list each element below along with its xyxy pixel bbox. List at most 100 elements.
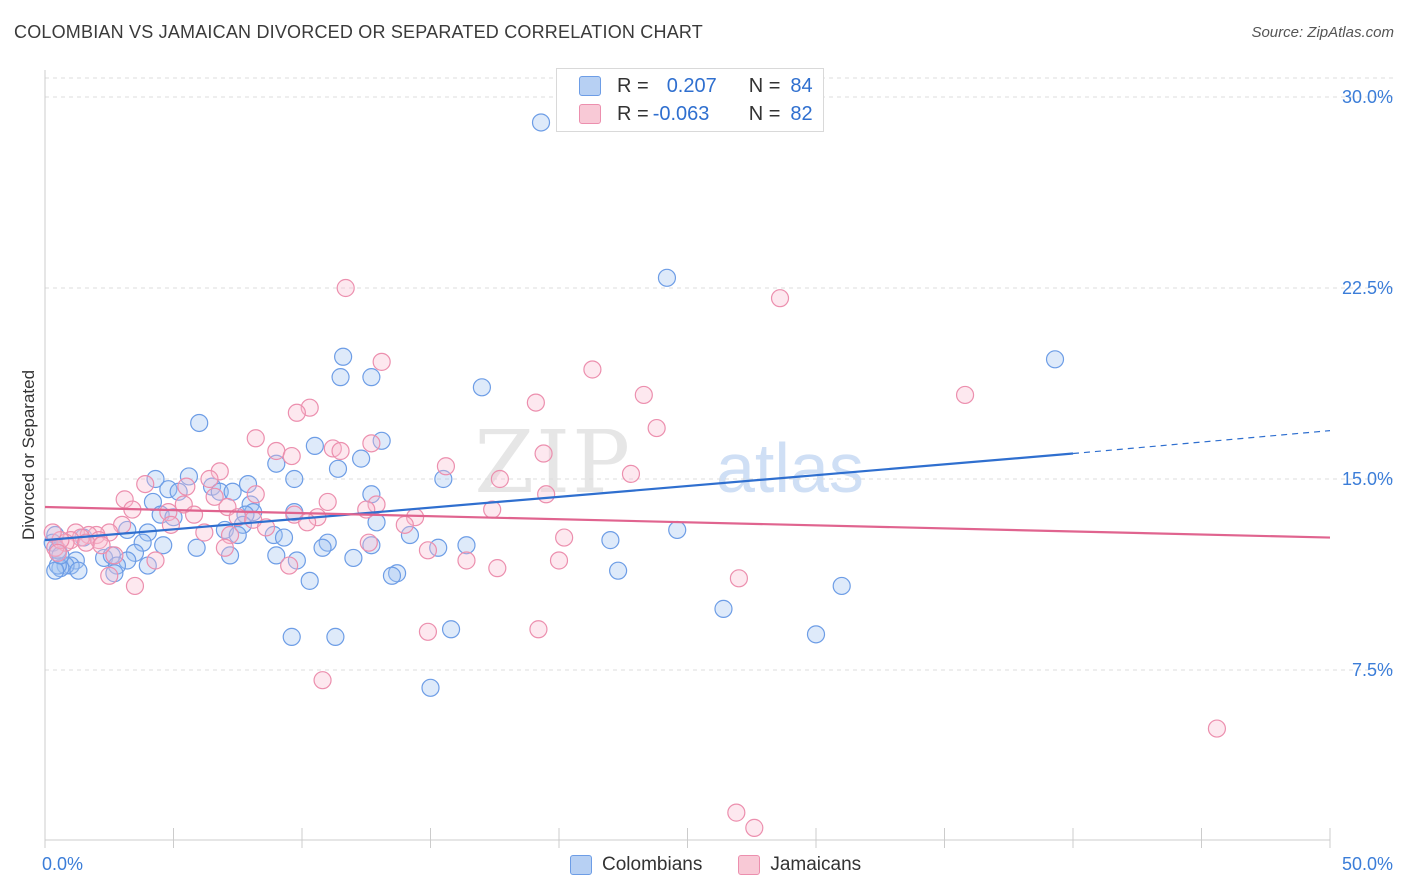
data-point (549, 551, 569, 570)
legend-item-colombians: Colombians (570, 854, 702, 876)
data-point (77, 533, 96, 552)
data-point (154, 536, 173, 555)
data-point (729, 569, 749, 588)
data-point (246, 429, 265, 448)
series-legend: Colombians Jamaicans (570, 852, 897, 878)
legend-swatch-jamaicans (738, 855, 761, 875)
n-value: 82 (790, 102, 813, 125)
data-point (215, 538, 234, 557)
data-point (246, 485, 265, 504)
data-point (457, 551, 476, 570)
data-point (531, 113, 551, 132)
r-value: 0.207 (666, 74, 717, 97)
data-point (136, 474, 155, 494)
legend-swatch-colombians (579, 76, 601, 96)
data-point (418, 622, 438, 641)
data-point (318, 533, 337, 552)
x-tick-label: 50.0% (1342, 854, 1393, 874)
data-point (187, 538, 206, 557)
data-point (51, 559, 70, 578)
y-axis-label: Divorced or Separated (19, 370, 38, 540)
data-point (490, 469, 509, 489)
legend-item-jamaicans: Jamaicans (738, 854, 861, 876)
data-point (806, 625, 826, 644)
data-point (61, 531, 80, 550)
data-point (359, 533, 378, 552)
chart-title: COLOMBIAN VS JAMAICAN DIVORCED OR SEPARA… (14, 22, 703, 42)
data-point (223, 482, 242, 501)
data-point (105, 546, 124, 565)
data-point (280, 556, 299, 575)
data-point (745, 818, 764, 837)
data-point (274, 528, 294, 547)
data-point (267, 546, 286, 565)
data-point (205, 487, 224, 506)
data-point (92, 536, 111, 555)
n-label: N = (748, 102, 781, 125)
data-point (69, 561, 88, 580)
data-point (267, 441, 286, 461)
data-point (344, 548, 363, 568)
correlation-legend: R = 0.207 N = 84 R = -0.063 N = 82 (556, 68, 824, 132)
data-point (601, 531, 620, 550)
data-point (534, 444, 553, 463)
data-point (441, 620, 461, 639)
data-point (43, 523, 62, 542)
data-point (46, 561, 65, 580)
data-point (328, 459, 348, 478)
data-point (472, 378, 491, 397)
data-point (436, 457, 456, 476)
data-point (555, 528, 574, 547)
data-point (526, 393, 545, 412)
data-point (770, 289, 790, 308)
data-point (529, 620, 548, 639)
legend-label-jamaicans: Jamaicans (770, 854, 862, 875)
data-point (287, 403, 306, 422)
data-point (418, 541, 438, 560)
data-point (146, 469, 165, 489)
data-point (190, 413, 209, 433)
trend-line-extension (1072, 430, 1331, 455)
data-point (537, 485, 556, 504)
data-point (48, 543, 67, 562)
data-point (955, 385, 975, 405)
data-point (1207, 719, 1227, 738)
data-point (331, 368, 350, 387)
y-tick-label: 22.5% (1342, 278, 1393, 298)
series-colombians (43, 113, 1065, 697)
data-point (177, 477, 196, 496)
legend-swatch-colombians (570, 855, 592, 875)
data-point (133, 533, 152, 552)
data-point (634, 385, 653, 405)
n-value: 84 (790, 74, 813, 97)
data-point (382, 566, 402, 585)
legend-swatch-jamaicans (579, 104, 601, 124)
data-point (334, 347, 353, 366)
data-point (318, 492, 337, 512)
data-point (395, 515, 414, 534)
r-label: R = (617, 102, 649, 125)
data-point (668, 520, 687, 540)
data-point (267, 454, 286, 473)
data-point (372, 352, 391, 371)
data-point (362, 368, 381, 387)
data-point (362, 434, 381, 453)
source-label: Source: ZipAtlas.com (1251, 24, 1394, 41)
data-point (210, 462, 229, 481)
data-point (195, 523, 214, 542)
data-point (583, 360, 602, 379)
legend-label-colombians: Colombians (602, 854, 703, 875)
data-point (105, 564, 124, 583)
data-point (305, 436, 324, 455)
data-point (200, 469, 219, 489)
series-jamaicans (43, 278, 1227, 837)
data-point (621, 464, 641, 484)
trend-line-colombians (44, 452, 1074, 542)
data-point (228, 508, 247, 527)
data-point (282, 627, 301, 646)
data-point (256, 518, 276, 537)
data-point (100, 566, 119, 585)
data-point (298, 513, 317, 532)
data-point (210, 482, 229, 501)
